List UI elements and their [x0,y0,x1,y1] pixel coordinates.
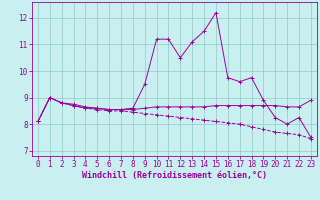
X-axis label: Windchill (Refroidissement éolien,°C): Windchill (Refroidissement éolien,°C) [82,171,267,180]
